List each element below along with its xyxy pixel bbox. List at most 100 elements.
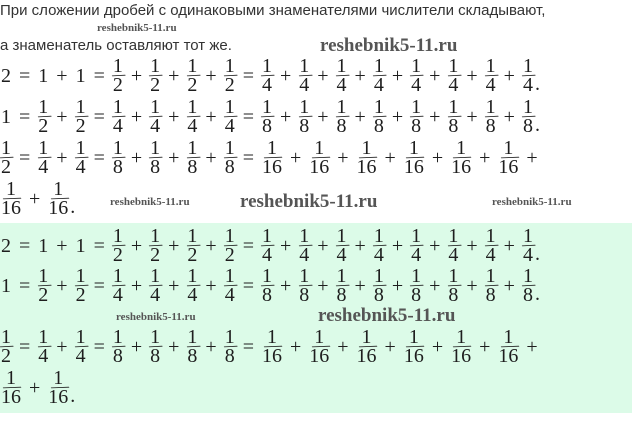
- plus-sign: +: [56, 336, 68, 358]
- equals-sign: =: [19, 235, 31, 257]
- fraction: 1/8: [369, 265, 390, 305]
- numerator: 1: [373, 265, 384, 287]
- equation-row-highlighted: 1/2 = 1/4 +1/4 = 1/8 +1/8 +1/8 +1/8 = 1/16 +1/16 +1/…: [0, 327, 545, 367]
- plus-sign: +: [503, 235, 515, 257]
- denominator: 8: [261, 115, 272, 137]
- fraction: 1/8: [293, 265, 316, 305]
- denominator: 8: [448, 284, 459, 306]
- denominator: 4: [299, 244, 310, 266]
- plus-sign: +: [205, 235, 217, 257]
- fraction: 1/4: [145, 97, 166, 137]
- plus-sign: +: [205, 336, 217, 358]
- fraction: 1/2: [0, 327, 17, 366]
- fraction-bar: /: [0, 151, 18, 165]
- denominator: 4: [150, 115, 161, 137]
- fraction: 1/8: [518, 96, 539, 137]
- fraction: 1/16: [258, 327, 287, 366]
- numerator: 1: [187, 265, 198, 287]
- fraction-bar: /: [70, 151, 92, 165]
- numerator: 1: [361, 137, 372, 159]
- fraction: 1/8: [108, 138, 129, 178]
- plus-sign: +: [56, 147, 68, 169]
- denominator: 4: [485, 244, 496, 266]
- fraction: 1/2: [182, 56, 203, 95]
- numerator: 1: [448, 55, 459, 77]
- numerator: 1: [373, 225, 384, 247]
- number: 2: [1, 65, 11, 87]
- denominator: 4: [187, 284, 198, 306]
- plus-sign: +: [429, 65, 441, 87]
- fraction: 1/4: [108, 266, 129, 306]
- denominator: 4: [336, 74, 347, 96]
- fraction: 1/4: [33, 327, 54, 367]
- numerator: 1: [373, 55, 384, 77]
- denominator: 8: [112, 345, 123, 367]
- fraction: 1/16: [495, 327, 524, 367]
- plus-sign: +: [317, 65, 329, 87]
- equation-row-highlighted: 1/16 +1/16.: [0, 368, 75, 408]
- fraction: 1/2: [219, 55, 240, 95]
- denominator: 16: [48, 197, 69, 219]
- numerator: 1: [522, 96, 533, 118]
- fraction-bar: /: [443, 239, 465, 253]
- plus-sign: +: [354, 65, 366, 87]
- denominator: 16: [48, 386, 69, 408]
- numerator: 1: [299, 265, 310, 287]
- denominator: 4: [112, 284, 123, 306]
- fraction-bar: /: [293, 69, 316, 83]
- fraction-bar: /: [480, 239, 502, 253]
- numerator: 1: [150, 225, 161, 247]
- denominator: 4: [373, 244, 384, 266]
- plus-sign: +: [168, 336, 180, 358]
- intro-line-1: При сложении дробей с одинаковыми знамен…: [0, 2, 546, 19]
- numerator: 1: [75, 265, 86, 287]
- denominator: 4: [261, 244, 272, 266]
- plus-sign: +: [354, 275, 366, 297]
- denominator: 8: [522, 115, 533, 137]
- equals-sign: =: [19, 336, 31, 358]
- fraction-bar: /: [219, 110, 241, 124]
- fraction-bar: /: [33, 279, 55, 293]
- denominator: 2: [112, 244, 123, 266]
- fraction: 1/2: [182, 226, 203, 265]
- fraction: 1/4: [293, 56, 316, 95]
- numerator: 1: [261, 265, 272, 287]
- fraction: 1/16: [258, 138, 287, 177]
- numerator: 1: [224, 55, 235, 77]
- denominator: 16: [498, 345, 519, 367]
- watermark: reshebnik5-11.ru: [320, 35, 458, 56]
- fraction: 1/4: [331, 226, 352, 265]
- numerator: 1: [6, 178, 16, 200]
- fraction-bar: /: [256, 110, 279, 124]
- plus-sign: +: [429, 275, 441, 297]
- numerator: 1: [187, 96, 198, 118]
- equals-sign: =: [93, 235, 105, 257]
- fraction-bar: /: [219, 279, 241, 293]
- fraction: 1/8: [182, 327, 203, 366]
- fraction: 1/2: [70, 265, 91, 305]
- equals-sign: =: [93, 275, 105, 297]
- plus-sign: +: [29, 188, 41, 210]
- fraction: 1/8: [145, 138, 166, 177]
- numerator: 1: [53, 178, 64, 200]
- fraction: 1/4: [182, 265, 203, 306]
- denominator: 4: [411, 244, 422, 266]
- numerator: 1: [503, 137, 514, 159]
- numerator: 1: [75, 96, 86, 118]
- denominator: 8: [187, 156, 198, 178]
- fraction-bar: /: [293, 279, 316, 293]
- plus-sign: +: [130, 106, 143, 128]
- fraction: 1/4: [443, 226, 465, 265]
- numerator: 1: [336, 265, 347, 287]
- denominator: 8: [150, 345, 161, 367]
- plus-sign: +: [130, 275, 143, 297]
- plus-sign: +: [429, 106, 441, 128]
- plus-sign: +: [431, 336, 444, 358]
- numerator: 1: [224, 137, 235, 159]
- fraction: 1/16: [0, 178, 26, 218]
- watermark: reshebnik5-11.ru: [240, 191, 378, 212]
- equation-row: 1/2 = 1/4 +1/4 = 1/8 +1/8 +1/8 +1/8 = 1/16 +1/16 +1/…: [0, 137, 545, 178]
- fraction: 1/16: [447, 138, 476, 177]
- denominator: 4: [38, 345, 49, 367]
- denominator: 8: [112, 156, 123, 178]
